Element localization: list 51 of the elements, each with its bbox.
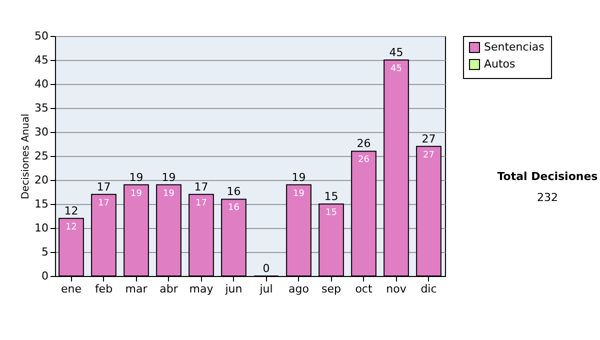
y-axis-title: Decisiones Anual	[20, 114, 32, 200]
data-label: 19	[293, 188, 305, 199]
y-tick-label: 10	[34, 222, 48, 234]
total-label: 12	[64, 204, 78, 218]
data-label: 15	[326, 208, 337, 218]
y-tick-label: 20	[34, 174, 48, 186]
x-tick-label: dic	[420, 282, 437, 296]
x-tick-label: jul	[258, 282, 273, 296]
y-tick-label: 25	[34, 150, 48, 162]
y-tick-label: 15	[34, 198, 48, 210]
total-label: 27	[422, 132, 436, 146]
x-tick-label: jun	[224, 282, 242, 296]
y-tick-label: 5	[42, 246, 48, 258]
x-tick-label: may	[189, 282, 214, 296]
y-tick-label: 40	[34, 78, 48, 90]
x-tick-label: sep	[322, 282, 342, 296]
data-label: 16	[228, 203, 240, 214]
x-tick-label: abr	[160, 282, 178, 296]
y-tick-label: 35	[34, 102, 48, 114]
text: Total Decisiones	[496, 170, 599, 183]
legend-label: Sentencias	[484, 40, 545, 54]
legend-label: Autos	[484, 58, 516, 70]
total-label: 16	[226, 185, 241, 198]
y-tick-label: 45	[34, 54, 48, 66]
total-label: 17	[96, 180, 111, 194]
data-label: 45	[390, 64, 402, 74]
x-tick-label: feb	[94, 282, 113, 296]
data-label: 26	[358, 155, 370, 166]
total-label: 15	[324, 190, 338, 203]
y-tick-label: 0	[42, 270, 48, 282]
data-label: 27	[423, 150, 434, 160]
total-label: 19	[162, 170, 176, 184]
total-label: 19	[292, 170, 306, 184]
data-label: 12	[66, 222, 77, 232]
x-tick-label: ago	[288, 282, 310, 296]
y-tick-label: 30	[34, 126, 48, 138]
total-label: 17	[194, 180, 208, 194]
total-label: 0	[262, 262, 270, 275]
x-tick-label: ene	[60, 282, 82, 296]
data-label: 17	[196, 198, 207, 208]
data-label: 19	[130, 188, 142, 199]
data-label: 17	[98, 198, 110, 208]
y-tick-label: 50	[34, 30, 48, 42]
x-tick-label: oct	[355, 282, 373, 296]
x-tick-label: nov	[386, 282, 407, 296]
x-tick-label: mar	[125, 282, 148, 296]
total-label: 26	[356, 137, 371, 150]
data-label: 19	[163, 188, 175, 199]
total-label: 19	[129, 170, 144, 184]
text: 232	[536, 191, 559, 204]
total-label: 45	[389, 46, 404, 59]
